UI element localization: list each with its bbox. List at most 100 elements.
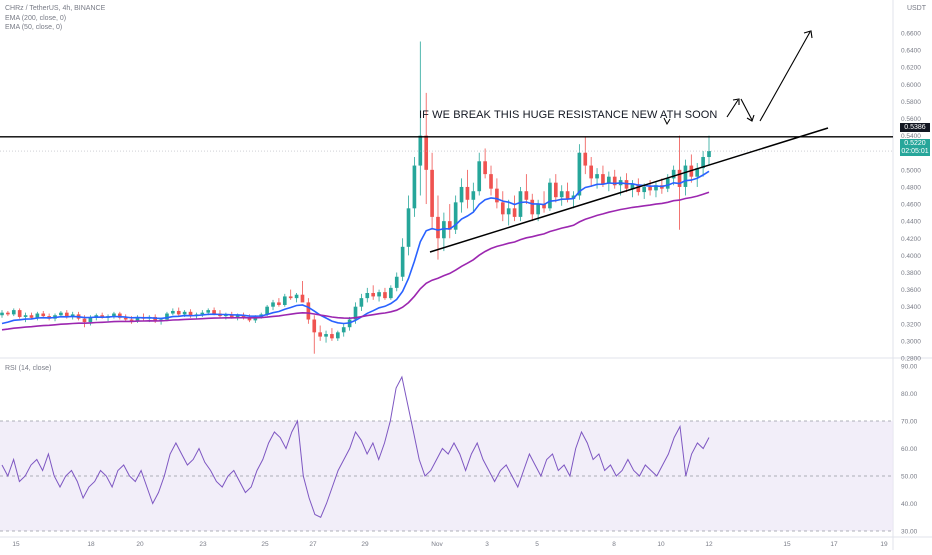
candle-body [665,178,670,189]
price-tick-label: 0.3200 [901,321,921,328]
rsi-tick-label: 60.00 [901,446,918,453]
rsi-tick-label: 90.00 [901,364,918,371]
candle-body [41,313,46,317]
rsi-tick-label: 50.00 [901,474,918,481]
candle-body [607,176,611,184]
price-tick-label: 0.3400 [901,304,921,311]
candle-body [495,188,499,203]
candle-body [229,314,234,317]
candle-body [671,169,676,179]
candle-body [277,302,281,305]
rsi-tick-label: 40.00 [901,501,918,508]
candle-body [23,315,28,317]
candle-body [341,327,346,333]
candle-body [64,312,69,317]
candle-body [512,208,517,217]
candle-body [294,294,299,299]
time-tick-label: 15 [783,541,791,548]
candle-body [253,316,258,321]
candle-body [359,298,364,307]
candle-body [206,310,211,313]
time-tick-label: 10 [657,541,665,548]
time-tick-label: 27 [309,541,317,548]
candle-body [577,152,582,196]
candle-body [94,315,99,317]
candle-body [330,334,334,339]
candle-body [406,208,411,247]
candle-body [442,221,446,239]
candle-body [383,292,387,299]
time-tick-label: 8 [612,541,616,548]
candle-body [135,316,140,322]
candle-body [171,310,175,314]
candle-body [612,176,617,186]
price-tick-label: 0.4800 [901,184,921,191]
price-tick-label: 0.4400 [901,219,921,226]
time-tick-label: 25 [261,541,269,548]
candle-body [112,313,116,317]
candle-body [377,292,381,297]
candle-body [35,313,40,318]
ema50-legend: EMA (50, close, 0) [5,24,63,31]
resistance-annotation: IF WE BREAK THIS HUGE RESISTANCE NEW ATH… [419,109,718,121]
candle-body [17,310,22,317]
ema200-line [1,191,710,331]
price-tick-label: 0.3600 [901,287,921,294]
currency-label: USDT [906,5,926,12]
ema50-line [1,170,710,325]
rsi-line [1,375,710,518]
candle-body [394,276,399,288]
candle-body [542,204,546,209]
candle-body [82,318,87,323]
price-tick-label: 0.4200 [901,236,921,243]
candle-body [489,174,493,189]
candle-body [335,332,340,339]
candle-body [265,306,269,315]
resistance-price-tag: 0.5386 [900,123,930,132]
price-tick-label: 0.6200 [901,65,921,72]
candle-body [288,296,293,299]
candle-body [312,319,317,333]
ascending-trendline [429,127,829,253]
candle-body [559,191,564,198]
candle-body [241,315,246,318]
candle-body [677,169,682,187]
price-tick-label: 0.5400 [901,133,921,140]
time-tick-label: 29 [361,541,369,548]
price-tick-label: 0.3800 [901,270,921,277]
candle-body [0,312,4,316]
candle-body [465,186,470,200]
time-tick-label: 18 [87,541,95,548]
price-tick-label: 0.3000 [901,338,921,345]
candle-body [165,313,169,320]
candle-body [500,202,505,215]
candle-body [424,135,429,170]
candle-body [353,306,358,320]
time-tick-label: 23 [199,541,207,548]
rsi-legend: RSI (14, close) [5,365,52,372]
candle-body [282,296,287,305]
candle-body [459,186,464,203]
candle-body [129,319,134,322]
price-tick-label: 0.6600 [901,31,921,38]
time-tick-label: 15 [12,541,20,548]
price-tick-label: 0.2800 [901,356,921,363]
price-tick-label: 0.6000 [901,82,921,89]
rsi-tick-label: 80.00 [901,391,918,398]
time-tick-label: 17 [830,541,838,548]
price-tick-label: 0.5000 [901,167,921,174]
candle-body [683,165,688,187]
candle-body [536,204,540,215]
candle-body [418,135,423,166]
annotation-pointer [663,117,671,126]
candle-body [430,169,434,217]
price-tick-label: 0.4000 [901,253,921,260]
candle-body [530,199,535,215]
candle-body [365,293,370,299]
candle-body [654,185,658,191]
candle-body [553,182,558,198]
time-tick-label: 5 [535,541,539,548]
candle-body [306,302,311,320]
